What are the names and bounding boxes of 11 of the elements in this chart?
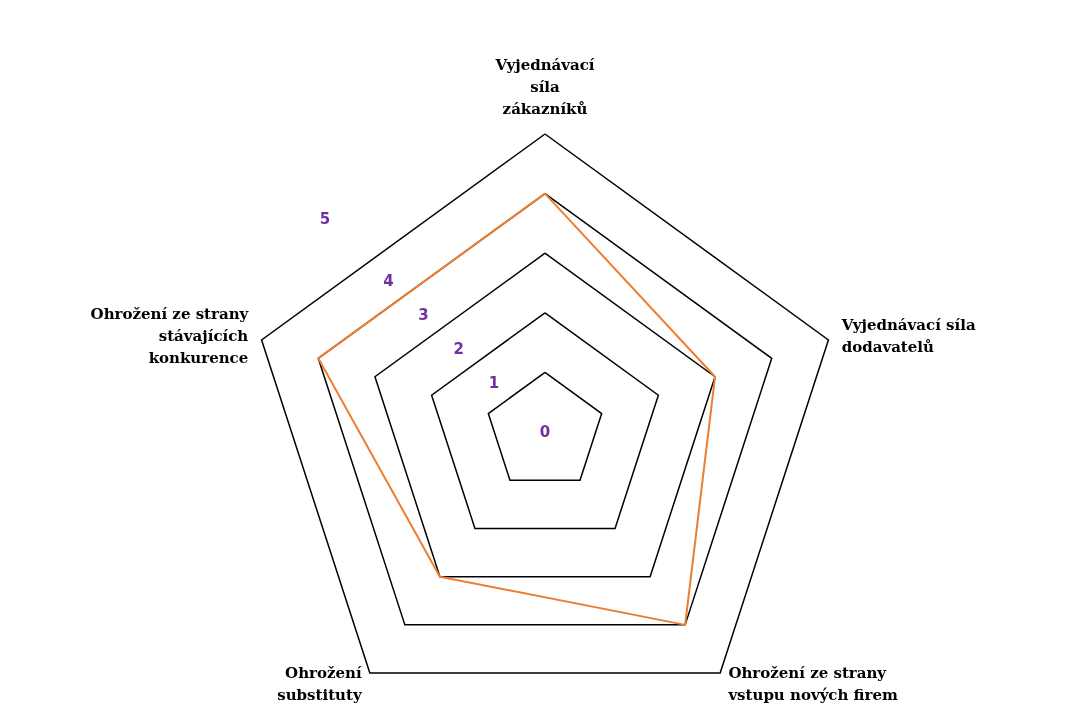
y-tick-label: 1	[488, 373, 500, 392]
y-tick-label: 3	[418, 305, 429, 324]
spoke-label: Vyjednávací síla dodavatelů	[840, 315, 976, 356]
spoke-label: Ohrožení substituty	[277, 664, 363, 705]
spoke-label: Ohrožení ze strany vstupu nových firem	[727, 664, 898, 705]
y-tick-label: 2	[453, 339, 464, 358]
spoke-label: Ohrožení ze strany stávajících konkurence	[90, 304, 250, 367]
y-tick-label: 0	[539, 423, 551, 441]
y-tick-label: 5	[319, 210, 331, 229]
y-tick-label: 4	[383, 271, 394, 290]
spoke-label: Vyjednávací síla zákazníků	[494, 56, 595, 118]
